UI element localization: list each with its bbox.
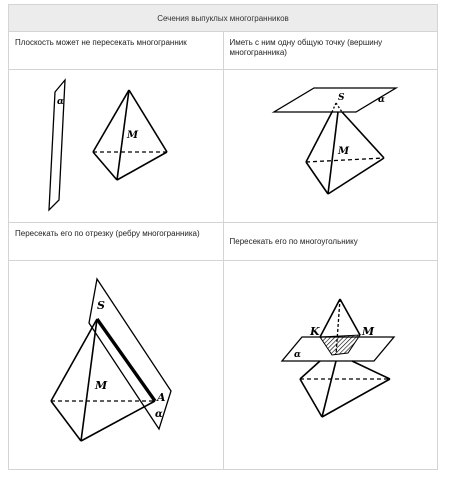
plane-label: α — [378, 95, 385, 105]
figure-one-point: S α M — [222, 69, 438, 223]
figure-1-drawing: α M — [48, 78, 168, 212]
caption-polygon: Пересекать его по многоугольнику — [222, 222, 438, 261]
point-m-label: M — [126, 130, 139, 141]
caption-edge: Пересекать его по отрезку (ребру многогр… — [8, 222, 224, 261]
sections-table: Сечения выпуклых многогранников Плоскост… — [8, 4, 438, 470]
figure-4-drawing: K M α — [280, 298, 395, 418]
point-m-label: M — [94, 379, 108, 392]
figure-edge: S M A α — [8, 260, 224, 470]
figure-no-intersection: α M — [8, 69, 224, 223]
plane-label: α — [155, 409, 163, 420]
vertex-s-label: S — [97, 299, 105, 312]
caption-one-point: Иметь с ним одну общую точку (вершину мн… — [222, 31, 438, 70]
plane-shape — [280, 336, 395, 362]
plane-label: α — [57, 97, 64, 107]
caption-no-intersection: Плоскость может не пересекать многогранн… — [8, 31, 224, 70]
point-m-label: M — [337, 146, 350, 157]
point-k-label: K — [309, 325, 320, 338]
edge-sa — [95, 318, 157, 402]
plane-shape — [271, 87, 398, 113]
vertex-a-label: A — [156, 391, 166, 404]
point-m-label: M — [361, 325, 375, 338]
figure-polygon: K M α — [222, 260, 438, 470]
plane-shape — [88, 277, 172, 431]
figure-3-drawing: S M A α — [50, 277, 172, 442]
plane-shape — [48, 78, 66, 212]
section-polygon — [318, 334, 361, 356]
plane-label: α — [294, 350, 301, 360]
figure-2-drawing: S α M — [271, 87, 398, 195]
table-title: Сечения выпуклых многогранников — [8, 4, 438, 32]
vertex-s-label: S — [338, 93, 345, 103]
